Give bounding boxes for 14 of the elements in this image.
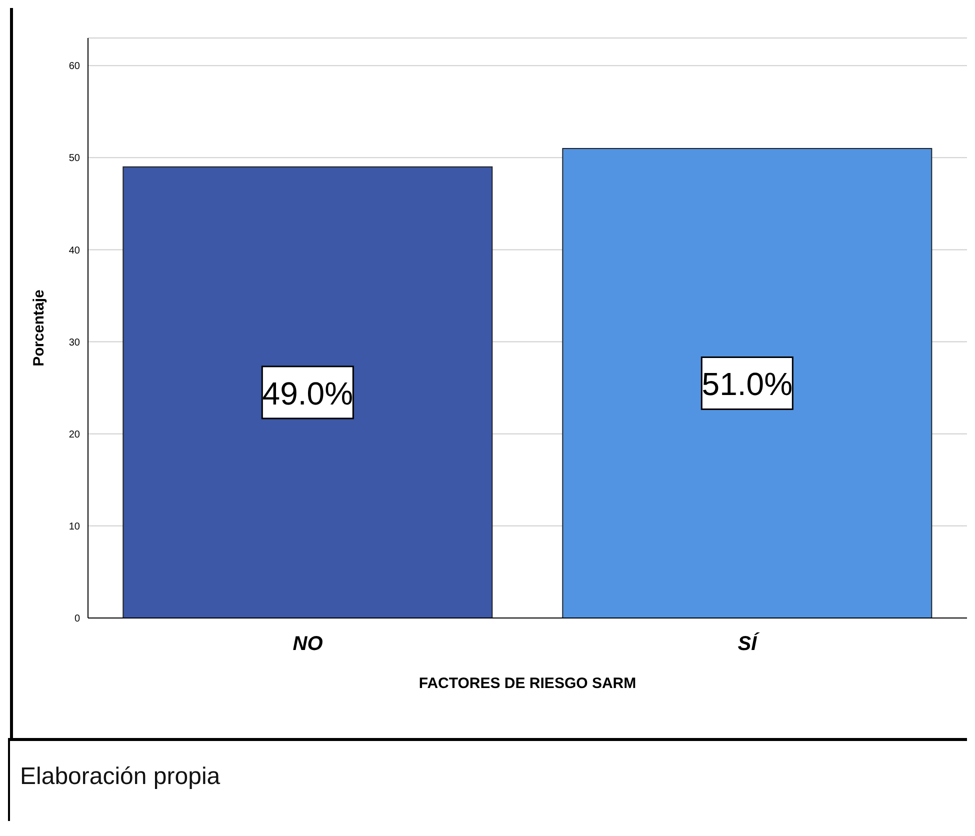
y-tick-label: 20 [68, 429, 80, 440]
data-label: 49.0% [262, 375, 354, 412]
caption-box: Elaboración propia [8, 738, 967, 821]
y-tick-label: 40 [68, 245, 80, 256]
x-tick-label: SÍ [738, 632, 760, 656]
y-tick-label: 10 [68, 521, 80, 532]
y-tick-label: 30 [68, 337, 80, 348]
y-tick-label: 0 [74, 614, 80, 625]
data-label: 51.0% [702, 366, 793, 402]
y-tick-label: 50 [68, 153, 80, 164]
x-tick-label: NO [292, 633, 324, 656]
x-axis-title: FACTORES DE RIESGO SARM [418, 675, 636, 692]
y-tick-label: 60 [68, 61, 80, 72]
y-axis-title: Porcentaje [30, 290, 48, 366]
